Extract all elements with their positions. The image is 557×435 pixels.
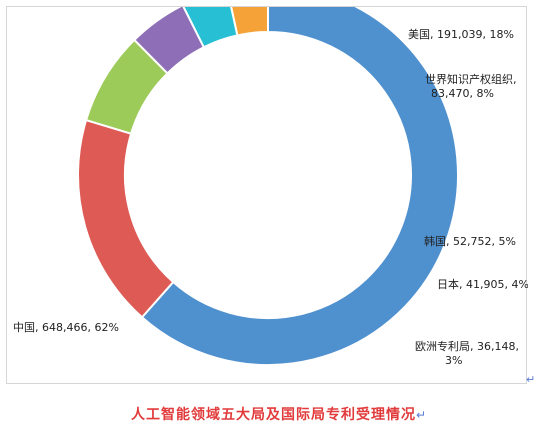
- donut-slice-6: [230, 7, 269, 37]
- figure-caption: 人工智能领域五大局及国际局专利受理情况: [130, 407, 416, 423]
- slice-label-5: 日本, 41,905, 4%: [437, 277, 528, 291]
- slice-label-line: 日本, 41,905, 4%: [437, 277, 528, 291]
- paragraph-mark-icon: ↵: [415, 408, 427, 422]
- slice-label-6: 欧洲专利局, 36,148, 3%: [415, 339, 519, 367]
- chart-area: 中国, 648,466, 62% 美国, 191,039, 18% 世界知识产权组织…: [6, 6, 528, 384]
- figure-caption-row: 人工智能领域五大局及国际局专利受理情况↵: [0, 404, 557, 424]
- donut-slice-2: [77, 118, 175, 319]
- slice-label-line: 中国, 648,466, 62%: [13, 321, 119, 334]
- paragraph-mark-icon: ↵: [526, 373, 536, 386]
- slice-label-line: 韩国, 52,752, 5%: [424, 234, 516, 248]
- slice-label-line: 世界知识产权组织,: [425, 72, 517, 86]
- slice-label-1: 中国, 648,466, 62%: [13, 321, 119, 334]
- slice-label-line: 欧洲专利局, 36,148,: [415, 339, 519, 353]
- donut-chart: 中国, 648,466, 62% 美国, 191,039, 18% 世界知识产权组织…: [13, 7, 528, 367]
- donut-slice-1: [140, 7, 459, 366]
- slice-label-3: 世界知识产权组织, 83,470, 8%: [425, 72, 517, 100]
- slice-label-line: 3%: [445, 354, 462, 367]
- slice-label-line: 83,470, 8%: [431, 87, 494, 100]
- slice-label-4: 韩国, 52,752, 5%: [424, 234, 516, 248]
- slice-label-2: 美国, 191,039, 18%: [408, 28, 514, 41]
- slice-label-line: 美国, 191,039, 18%: [408, 28, 514, 41]
